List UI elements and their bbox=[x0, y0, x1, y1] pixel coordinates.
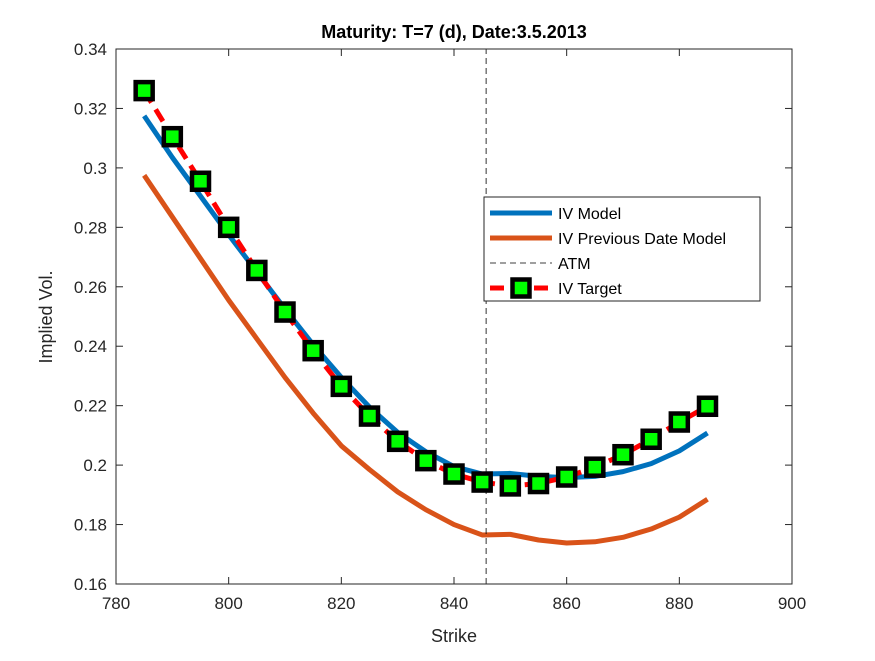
y-tick-label: 0.22 bbox=[74, 397, 107, 416]
target-point bbox=[471, 471, 493, 493]
target-point bbox=[133, 79, 155, 102]
target-point bbox=[358, 405, 381, 427]
legend-marker bbox=[510, 277, 532, 299]
y-tick-label: 0.32 bbox=[74, 99, 107, 118]
series-layer bbox=[133, 49, 719, 584]
y-tick-label: 0.24 bbox=[74, 337, 107, 356]
target-point bbox=[302, 339, 324, 362]
plot-area bbox=[116, 49, 792, 584]
y-tick-label: 0.26 bbox=[74, 278, 107, 297]
target-point bbox=[246, 259, 268, 282]
target-point bbox=[612, 443, 634, 466]
target-point bbox=[527, 472, 550, 495]
y-tick-label: 0.18 bbox=[74, 516, 107, 535]
plot-background bbox=[116, 49, 792, 584]
legend-label: IV Previous Date Model bbox=[558, 231, 726, 248]
x-tick-label: 820 bbox=[327, 594, 355, 613]
target-point bbox=[217, 216, 240, 239]
legend: IV Model IV Previous Date Model ATM IV Targ… bbox=[483, 196, 761, 302]
y-tick-label: 0.16 bbox=[74, 575, 107, 594]
axes-layer: 780 800 820 840 860 880 900 0.16 0.18 0.2 0.22 0.24… bbox=[74, 40, 806, 613]
x-tick-label: 900 bbox=[778, 594, 806, 613]
y-tick-label: 0.2 bbox=[83, 456, 107, 475]
target-point bbox=[386, 430, 409, 453]
y-tick-label: 0.28 bbox=[74, 218, 107, 237]
target-point bbox=[161, 125, 184, 148]
x-tick-label: 840 bbox=[440, 594, 468, 613]
target-point bbox=[274, 301, 296, 323]
x-tick-label: 780 bbox=[102, 594, 130, 613]
target-point bbox=[189, 170, 212, 193]
target-point bbox=[415, 449, 437, 472]
legend-label: IV Model bbox=[558, 206, 621, 223]
target-point bbox=[696, 395, 719, 418]
target-point bbox=[330, 375, 353, 398]
target-point bbox=[555, 466, 578, 488]
series-line-1 bbox=[142, 173, 709, 546]
legend-label: IV Target bbox=[558, 281, 622, 298]
x-tick-label: 800 bbox=[214, 594, 242, 613]
chart-title: Maturity: T=7 (d), Date:3.5.2013 bbox=[321, 22, 587, 42]
target-point bbox=[443, 463, 465, 485]
y-tick-label: 0.3 bbox=[83, 159, 107, 178]
y-axis-title: Implied Vol. bbox=[36, 270, 56, 363]
x-tick-label: 880 bbox=[665, 594, 693, 613]
target-point bbox=[584, 456, 606, 478]
x-axis-title: Strike bbox=[431, 626, 477, 646]
target-point bbox=[499, 475, 522, 497]
target-point bbox=[640, 428, 662, 451]
y-tick-label: 0.34 bbox=[74, 40, 107, 59]
target-point bbox=[668, 411, 691, 433]
x-tick-label: 860 bbox=[552, 594, 580, 613]
legend-label: ATM bbox=[558, 256, 591, 273]
